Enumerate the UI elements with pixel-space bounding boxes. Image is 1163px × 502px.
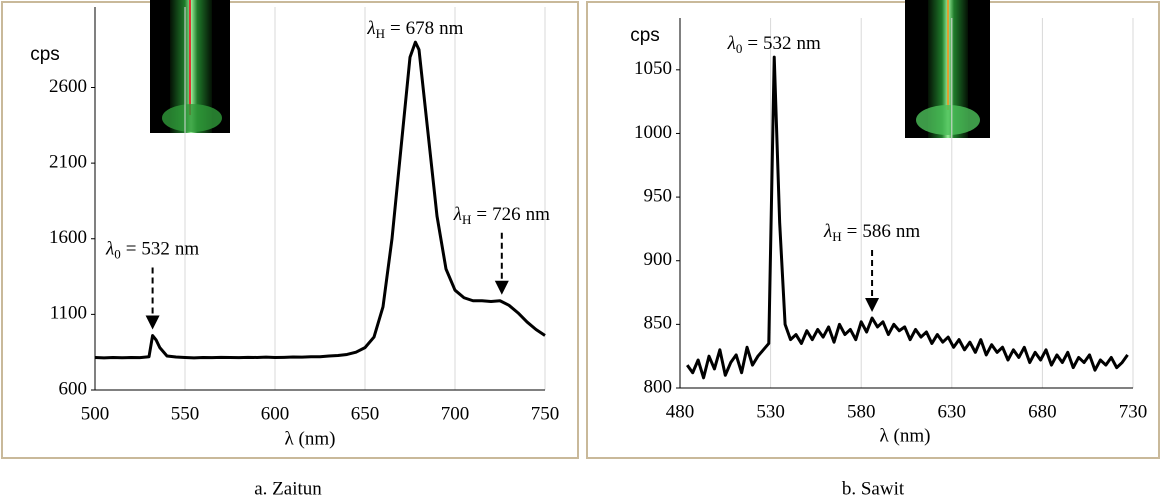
line-series <box>686 55 1129 380</box>
caption: a. Zaitun <box>254 478 322 499</box>
annotation-value: 726 <box>492 204 521 225</box>
annotation-unit: nm <box>797 33 822 54</box>
annotation-relation: = <box>847 221 858 242</box>
annotation-relation: = <box>476 204 487 225</box>
x-tick-label: 630 <box>938 401 967 422</box>
y-tick-label: 950 <box>644 185 673 206</box>
y-tick-label: 800 <box>644 376 673 397</box>
x-tick-label: 550 <box>171 403 200 424</box>
annotation-subscript: 0 <box>114 247 121 262</box>
annotation-arrowhead <box>494 280 509 295</box>
annotation-value: 532 <box>763 33 792 54</box>
x-tick-label: 500 <box>81 403 110 424</box>
y-axis-label: cps <box>630 25 660 46</box>
x-axis-label: λ (nm) <box>285 428 336 449</box>
panel-frame <box>586 1 1160 459</box>
y-tick-label: 2600 <box>49 76 87 97</box>
annotation: λH = 726 nm <box>453 204 550 227</box>
annotation-subscript: H <box>832 229 841 244</box>
annotation-relation: = <box>747 33 758 54</box>
annotation-symbol: λ <box>105 239 114 260</box>
annotation-relation: = <box>126 239 137 260</box>
annotation-value: 678 <box>406 18 435 39</box>
panel-frame <box>1 1 579 459</box>
annotation-subscript: 0 <box>736 41 743 56</box>
annotation-symbol: λ <box>366 18 375 39</box>
photo <box>150 0 230 133</box>
x-tick-label: 530 <box>756 401 785 422</box>
annotation-symbol: λ <box>453 204 462 225</box>
x-tick-label: 750 <box>531 403 560 424</box>
y-tick-label: 1000 <box>634 122 672 143</box>
annotation-symbol: λ <box>727 33 736 54</box>
x-tick-label: 650 <box>351 403 380 424</box>
annotation-value: 586 <box>862 221 891 242</box>
caption: b. Sawit <box>842 478 905 499</box>
y-tick-label: 850 <box>644 313 673 334</box>
annotation-value: 532 <box>141 239 170 260</box>
y-tick-label: 1050 <box>634 58 672 79</box>
annotation: λ0 = 532 nm <box>727 33 821 56</box>
annotation-subscript: H <box>462 212 471 227</box>
annotation-relation: = <box>390 18 401 39</box>
x-tick-label: 680 <box>1028 401 1057 422</box>
annotation-subscript: H <box>376 26 385 41</box>
x-tick-label: 700 <box>441 403 470 424</box>
photo <box>905 0 990 138</box>
annotation: λ0 = 532 nm <box>105 239 199 262</box>
annotation: λH = 586 nm <box>823 221 920 244</box>
x-tick-label: 730 <box>1119 401 1148 422</box>
annotation-arrowhead <box>865 298 880 312</box>
annotation-unit: nm <box>896 221 921 242</box>
annotation-unit: nm <box>439 18 464 39</box>
annotation-unit: nm <box>175 239 200 260</box>
annotation-unit: nm <box>526 204 551 225</box>
y-tick-label: 900 <box>644 249 673 270</box>
x-tick-label: 480 <box>666 401 695 422</box>
y-tick-label: 1600 <box>49 227 87 248</box>
y-axis-label: cps <box>30 44 60 65</box>
y-tick-label: 600 <box>59 378 88 399</box>
y-tick-label: 1100 <box>50 303 87 324</box>
x-axis-label: λ (nm) <box>880 425 931 446</box>
line-series <box>94 40 546 360</box>
annotation-symbol: λ <box>823 221 832 242</box>
annotation-arrowhead <box>145 315 160 330</box>
y-tick-label: 2100 <box>49 151 87 172</box>
annotation: λH = 678 nm <box>366 18 463 41</box>
x-tick-label: 600 <box>261 403 290 424</box>
x-tick-label: 580 <box>847 401 876 422</box>
